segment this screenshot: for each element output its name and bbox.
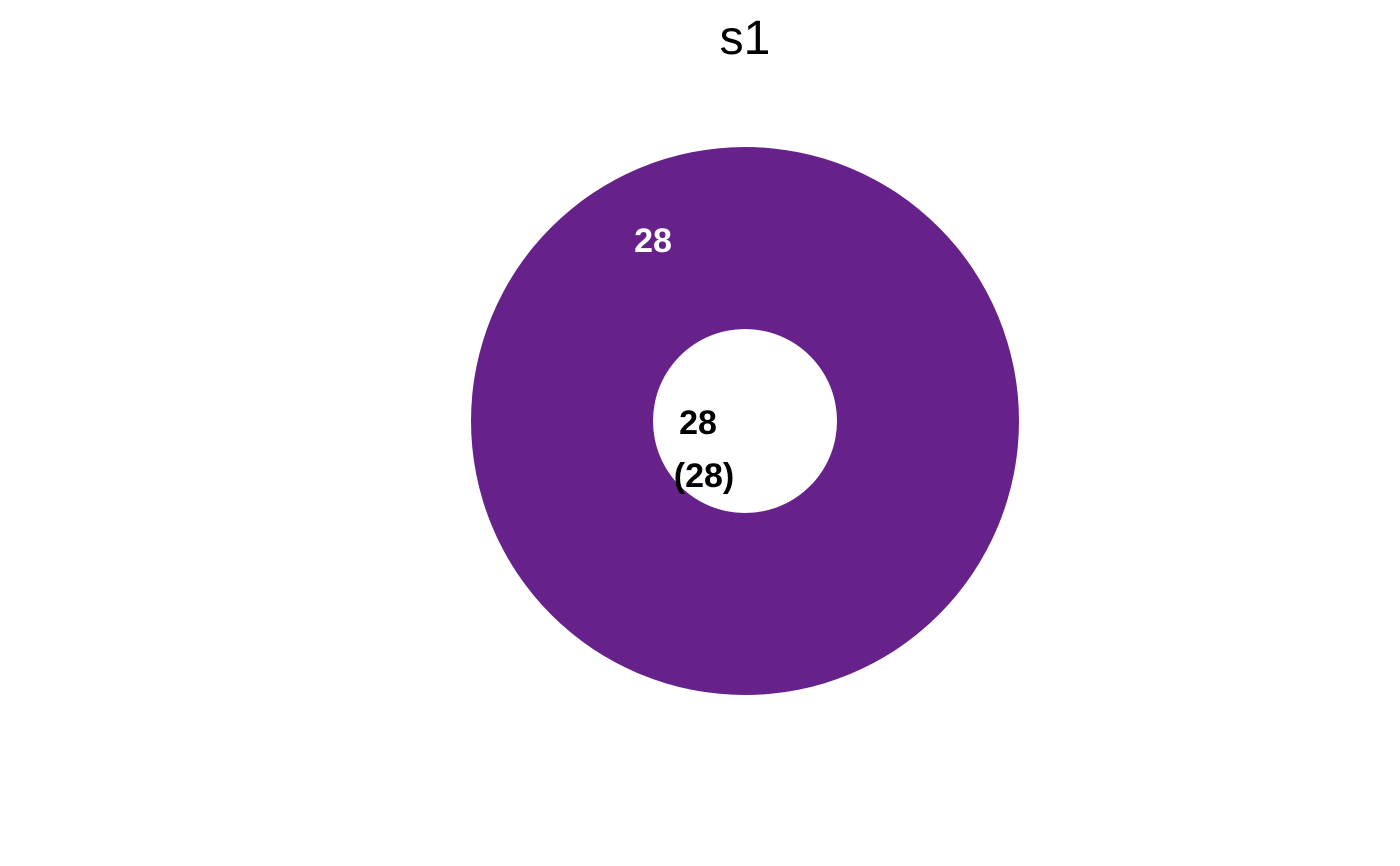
donut-hole	[653, 329, 837, 513]
slice-labels: 28	[634, 222, 672, 260]
chart-title: s1	[720, 12, 771, 65]
center-total-label: 28	[679, 404, 717, 442]
center-total-paren-label: (28)	[674, 457, 734, 495]
slice-value-label: 28	[634, 222, 672, 260]
